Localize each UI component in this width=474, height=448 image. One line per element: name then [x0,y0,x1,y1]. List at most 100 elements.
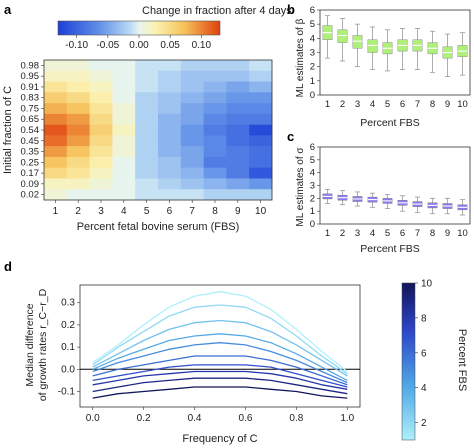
heatmap-cell [112,135,136,147]
heatmap-cell [158,167,182,179]
heatmap-colorbar-label: Change in fraction after 4 days [142,5,292,17]
sigma-y-tick-label: 4 [310,168,315,179]
growth-y-axis-label-line2: of growth rates r_C−r_D [37,288,49,401]
panel-label-d: d [4,259,12,274]
heatmap-cell [226,189,250,201]
heatmap-cell [249,113,273,125]
growth-x-tick-label: 0.8 [289,413,303,424]
growth-series-line [92,370,348,390]
heatmap-cell [89,81,113,93]
growth-x-tick-label: 0.2 [137,413,151,424]
heatmap-y-tick-label: 0.25 [21,157,40,168]
heatmap-colorbar [57,20,221,36]
fbs-colorbar-tick-label: 2 [421,418,427,429]
heatmap-cell [89,124,113,136]
heatmap-y-tick-label: 0.35 [21,147,40,158]
heatmap-cell [180,103,204,115]
heatmap-cell [180,70,204,82]
heatmap-cell [226,135,250,147]
beta-x-axis-label: Percent FBS [360,117,420,129]
heatmap-cell [203,189,227,201]
heatmap-cell [66,135,90,147]
heatmap-cell [66,146,90,158]
growth-series-line [92,386,348,399]
heatmap-cell [180,113,204,125]
heatmap-y-tick-label: 0.91 [21,82,40,93]
growth-y-tick-label: 0.2 [61,320,75,331]
growth-series-line [92,304,348,375]
growth-y-axis-label-line1: Median difference [24,303,36,386]
heatmap-y-tick-label: 0.17 [21,168,40,179]
heatmap-cell [203,70,227,82]
heatmap-x-axis-label: Percent fetal bovine serum (FBS) [77,221,240,233]
beta-box [352,35,363,49]
heatmap-cell [203,81,227,93]
heatmap-cell [44,60,68,72]
sigma-x-axis-label: Percent FBS [360,243,420,255]
heatmap-cell [112,189,136,201]
heatmap-cell [135,189,159,201]
heatmap-cell [249,156,273,168]
heatmap-x-tick-label: 9 [235,206,241,217]
growth-series-line [92,319,348,377]
heatmap-y-tick-label: 0.75 [21,103,40,114]
heatmap-cell [158,113,182,125]
heatmap-cell [249,135,273,147]
sigma-x-tick-label: 8 [430,228,435,239]
heatmap-y-tick-label: 0.09 [21,179,40,190]
beta-x-tick-label: 2 [340,99,345,110]
heatmap-cell [112,156,136,168]
heatmap-cell [66,60,90,72]
heatmap-cell [249,124,273,136]
heatmap-colorbar-tick-label: 0.05 [160,40,180,51]
growth-plot-frame [79,284,361,408]
heatmap-cell [89,189,113,201]
heatmap-cell [203,113,227,125]
sigma-y-tick-label: 0 [310,219,315,230]
heatmap-cell [203,156,227,168]
heatmap-y-tick-label: 0.45 [21,136,40,147]
heatmap-cell [158,156,182,168]
sigma-x-tick-label: 1 [325,228,330,239]
heatmap-cell [89,92,113,104]
heatmap-y-tick-label: 0.95 [21,71,40,82]
heatmap-cell [226,103,250,115]
panel-label-a: a [4,2,12,17]
heatmap-x-tick-label: 4 [121,206,127,217]
heatmap-cell [158,189,182,201]
heatmap-cell [226,92,250,104]
heatmap-x-tick-label: 7 [189,206,195,217]
beta-x-tick-label: 4 [370,99,375,110]
beta-y-tick-label: 5 [310,19,315,30]
heatmap-cell [180,146,204,158]
heatmap-cell [44,81,68,93]
beta-x-tick-label: 3 [355,99,360,110]
beta-y-tick-label: 6 [310,5,315,16]
heatmap-cell [249,103,273,115]
heatmap-x-tick-label: 6 [167,206,173,217]
heatmap-cell [158,124,182,136]
heatmap-cell [203,146,227,158]
heatmap-cell [203,60,227,72]
heatmap-cell [44,178,68,190]
heatmap-cell [249,189,273,201]
heatmap-cell [135,81,159,93]
heatmap-cell [44,146,68,158]
beta-box [367,39,378,53]
heatmap-cell [180,167,204,179]
growth-series-line [92,291,348,373]
heatmap-cell [89,156,113,168]
heatmap-cell [135,60,159,72]
heatmap-cell [112,167,136,179]
heatmap-y-axis-label: Initial fraction of C [2,86,14,174]
growth-x-axis-label: Frequency of C [182,433,257,445]
heatmap-cell [44,92,68,104]
heatmap-cell [89,60,113,72]
sigma-x-tick-label: 5 [385,228,390,239]
heatmap-cell [135,135,159,147]
sigma-x-tick-label: 4 [370,228,375,239]
heatmap-cell [180,135,204,147]
heatmap-cell [203,135,227,147]
heatmap-cell [203,167,227,179]
beta-x-tick-label: 1 [325,99,330,110]
